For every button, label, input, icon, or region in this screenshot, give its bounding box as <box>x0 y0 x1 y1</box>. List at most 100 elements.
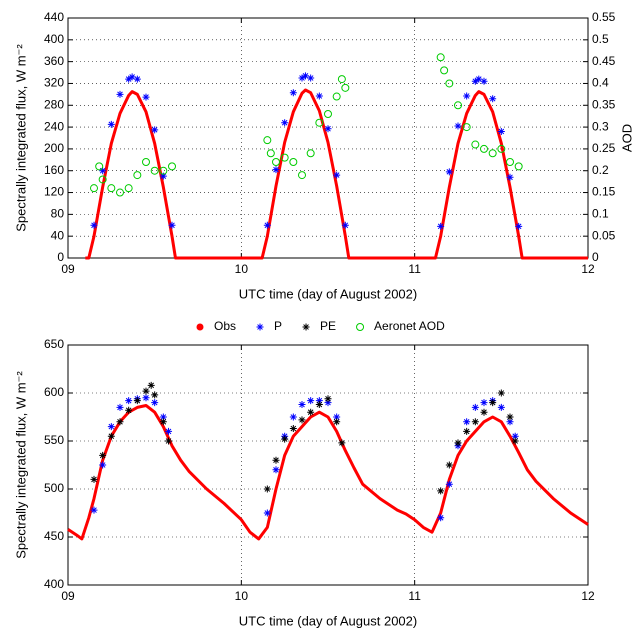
circle-marker <box>168 162 176 171</box>
asterisk-marker <box>133 75 141 83</box>
circle-marker <box>436 53 445 62</box>
circle-marker <box>98 175 107 184</box>
asterisk-marker <box>263 485 271 493</box>
circle-marker <box>440 66 449 75</box>
y-tick-label: 40 <box>51 228 65 242</box>
circle-marker <box>514 162 523 171</box>
asterisk-marker <box>272 466 280 474</box>
y2-tick-label: 0.3 <box>592 119 609 133</box>
asterisk-marker <box>463 418 471 426</box>
asterisk-marker <box>497 389 505 397</box>
asterisk-marker <box>125 75 133 83</box>
x-tick-label: 11 <box>408 262 421 276</box>
circle-marker <box>315 118 324 127</box>
asterisk-marker <box>480 77 488 85</box>
asterisk-marker <box>256 323 264 331</box>
y-tick-label: 400 <box>44 577 64 591</box>
asterisk-marker <box>165 427 173 435</box>
x-tick-label: 09 <box>61 262 75 276</box>
circle-marker <box>506 158 514 166</box>
circle-marker <box>497 144 506 153</box>
circle-marker <box>289 158 298 166</box>
y-tick-label: 450 <box>44 529 64 543</box>
y-tick-label: 500 <box>44 481 64 495</box>
x-tick-label: 11 <box>408 589 421 603</box>
y-tick-label: 600 <box>44 385 64 399</box>
asterisk-marker <box>315 92 323 100</box>
asterisk-marker <box>506 413 514 421</box>
x-tick-label: 10 <box>235 589 249 603</box>
y-tick-label: 240 <box>44 119 64 133</box>
y2-axis-label: AOD <box>619 124 634 152</box>
asterisk-marker <box>128 73 136 81</box>
x-tick-label: 12 <box>581 262 595 276</box>
asterisk-marker <box>168 221 176 229</box>
asterisk-marker <box>107 432 115 440</box>
asterisk-marker <box>437 487 445 495</box>
y2-tick-label: 0.25 <box>592 141 616 155</box>
asterisk-marker <box>107 423 115 431</box>
y-axis-label: Spectrally integrated flux, W m⁻² <box>13 371 28 559</box>
asterisk-marker <box>147 381 155 389</box>
asterisk-marker <box>99 167 107 175</box>
asterisk-marker <box>116 403 124 411</box>
legend-label: Obs <box>214 319 236 333</box>
asterisk-marker <box>307 397 315 405</box>
y-tick-label: 80 <box>51 207 65 221</box>
asterisk-marker <box>333 171 341 179</box>
y-tick-label: 440 <box>44 10 64 24</box>
y2-tick-label: 0.2 <box>592 163 609 177</box>
circle-marker <box>332 92 341 101</box>
x-axis-label: UTC time (day of August 2002) <box>239 286 417 301</box>
asterisk-marker <box>116 90 124 98</box>
circle-marker <box>133 171 142 180</box>
asterisk-marker <box>506 418 514 426</box>
dot-marker <box>196 323 204 331</box>
asterisk-marker <box>324 399 332 407</box>
asterisk-marker <box>338 439 346 447</box>
asterisk-marker <box>298 401 306 409</box>
legend-label: P <box>274 319 282 333</box>
asterisk-marker <box>480 408 488 416</box>
asterisk-marker <box>454 122 462 130</box>
asterisk-marker <box>90 506 98 514</box>
asterisk-marker <box>471 418 479 426</box>
asterisk-marker <box>142 93 150 101</box>
y-tick-label: 120 <box>44 185 64 199</box>
y2-tick-label: 0.1 <box>592 207 609 221</box>
asterisk-marker <box>151 126 159 134</box>
asterisk-marker <box>315 397 323 405</box>
asterisk-marker <box>289 89 297 97</box>
asterisk-marker <box>159 413 167 421</box>
circle-marker <box>107 184 116 193</box>
asterisk-marker <box>511 437 519 445</box>
y2-tick-label: 0.55 <box>592 10 616 24</box>
y2-tick-label: 0.35 <box>592 97 616 111</box>
asterisk-marker <box>497 127 505 135</box>
asterisk-marker <box>142 394 150 402</box>
circle-marker <box>95 162 104 171</box>
asterisk-marker <box>159 418 167 426</box>
x-tick-label: 09 <box>61 589 75 603</box>
plot-frame <box>67 17 589 259</box>
data-line <box>67 403 589 541</box>
y2-tick-label: 0.5 <box>592 32 609 46</box>
legend-label: Aeronet AOD <box>374 319 445 333</box>
circle-marker <box>445 79 454 88</box>
circle-marker <box>480 144 488 153</box>
asterisk-marker <box>159 172 167 180</box>
asterisk-marker <box>506 173 514 181</box>
asterisk-marker <box>471 77 479 85</box>
asterisk-marker <box>301 72 309 80</box>
asterisk-marker <box>463 92 471 100</box>
y2-tick-label: 0.4 <box>592 76 609 90</box>
y-tick-label: 280 <box>44 97 64 111</box>
asterisk-marker <box>99 461 107 469</box>
asterisk-marker <box>99 451 107 459</box>
circle-marker <box>116 188 124 197</box>
asterisk-marker <box>480 399 488 407</box>
circle-marker <box>488 149 497 158</box>
asterisk-marker <box>341 221 349 229</box>
y2-tick-label: 0.05 <box>592 228 616 242</box>
